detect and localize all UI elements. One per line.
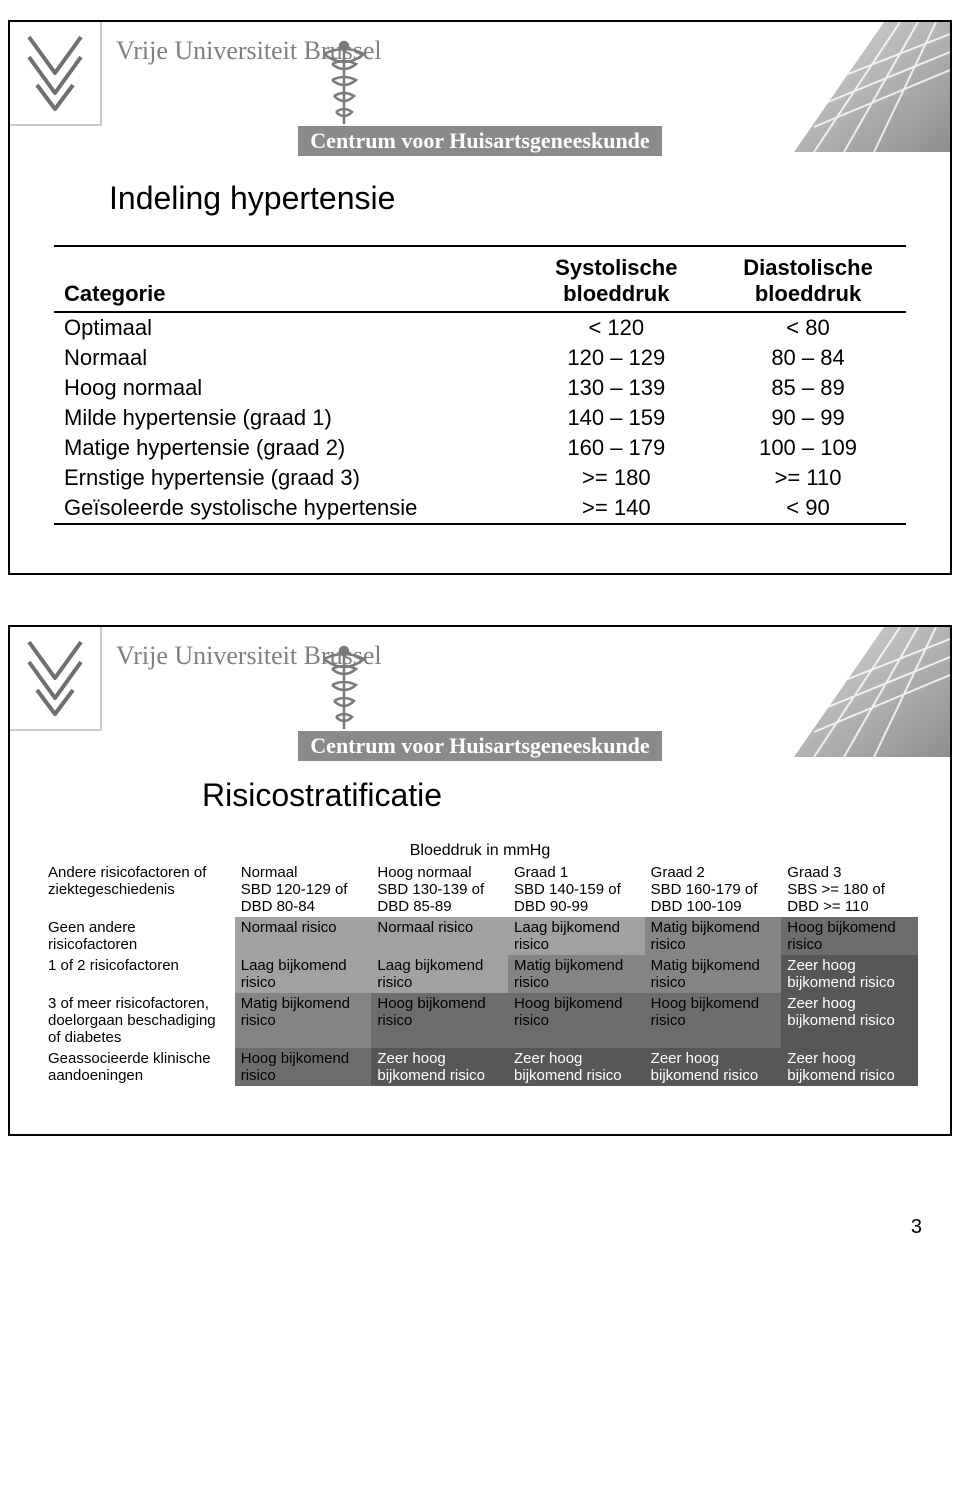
vub-logo-block xyxy=(10,627,102,731)
risk-cell: Zeer hoog bijkomend risico xyxy=(645,1048,782,1086)
slide-2-title: Risicostratificatie xyxy=(202,777,918,814)
bp-cell-category: Matige hypertensie (graad 2) xyxy=(54,433,523,463)
risk-cell: Zeer hoog bijkomend risico xyxy=(371,1048,508,1086)
bp-cell-diastolic: 100 – 109 xyxy=(710,433,906,463)
bp-classification-table: Categorie Systolische bloeddruk Diastoli… xyxy=(54,245,906,525)
bp-cell-systolic: 130 – 139 xyxy=(523,373,710,403)
bp-cell-category: Hoog normaal xyxy=(54,373,523,403)
risk-row-label: 1 of 2 risicofactoren xyxy=(42,955,235,993)
page-number: 3 xyxy=(8,1186,952,1251)
risk-col-header: NormaalSBD 120-129 of DBD 80-84 xyxy=(235,862,372,917)
vub-logo-icon xyxy=(23,31,87,115)
risk-cell: Matig bijkomend risico xyxy=(645,917,782,955)
risk-rowheader-label: Andere risicofactoren of ziektegeschiede… xyxy=(42,862,235,917)
bp-row: Ernstige hypertensie (graad 3)>= 180>= 1… xyxy=(54,463,906,493)
bp-cell-diastolic: 90 – 99 xyxy=(710,403,906,433)
risk-cell: Laag bijkomend risico xyxy=(508,917,645,955)
risk-row: Geassocieerde klinische aandoeningenHoog… xyxy=(42,1048,918,1086)
bp-row: Matige hypertensie (graad 2)160 – 179100… xyxy=(54,433,906,463)
slide-1: Vrije Universiteit Brussel xyxy=(8,20,952,575)
bp-row: Normaal120 – 12980 – 84 xyxy=(54,343,906,373)
department-bar: Centrum voor Huisartsgeneeskunde xyxy=(298,126,661,156)
slide-1-body: Indeling hypertensie Categorie Systolisc… xyxy=(10,152,950,573)
risk-cell: Normaal risico xyxy=(235,917,372,955)
department-bar: Centrum voor Huisartsgeneeskunde xyxy=(298,731,661,761)
risk-cell: Zeer hoog bijkomend risico xyxy=(781,993,918,1048)
slide-2-body: Risicostratificatie Bloeddruk in mmHg An… xyxy=(10,757,950,1134)
bp-cell-systolic: 160 – 179 xyxy=(523,433,710,463)
bp-col-diastolic: Diastolische bloeddruk xyxy=(710,251,906,312)
risk-cell: Laag bijkomend risico xyxy=(371,955,508,993)
caduceus-icon xyxy=(320,40,368,135)
bp-cell-systolic: >= 140 xyxy=(523,493,710,524)
bp-col-systolic: Systolische bloeddruk xyxy=(523,251,710,312)
risk-col-header: Hoog normaalSBD 130-139 of DBD 85-89 xyxy=(371,862,508,917)
bp-cell-diastolic: >= 110 xyxy=(710,463,906,493)
bp-cell-systolic: >= 180 xyxy=(523,463,710,493)
bp-cell-category: Ernstige hypertensie (graad 3) xyxy=(54,463,523,493)
bp-cell-diastolic: 80 – 84 xyxy=(710,343,906,373)
bp-row: Geïsoleerde systolische hypertensie>= 14… xyxy=(54,493,906,524)
risk-cell: Hoog bijkomend risico xyxy=(781,917,918,955)
risk-cell: Matig bijkomend risico xyxy=(235,993,372,1048)
caduceus-icon xyxy=(320,645,368,740)
vub-logo-icon xyxy=(23,636,87,720)
bp-cell-diastolic: 85 – 89 xyxy=(710,373,906,403)
bp-cell-diastolic: < 80 xyxy=(710,312,906,343)
bp-cell-category: Optimaal xyxy=(54,312,523,343)
risk-row: 1 of 2 risicofactorenLaag bijkomend risi… xyxy=(42,955,918,993)
risk-col-header: Graad 1SBD 140-159 of DBD 90-99 xyxy=(508,862,645,917)
risk-cell: Laag bijkomend risico xyxy=(235,955,372,993)
risk-row-label: 3 of meer risicofactoren, doelorgaan bes… xyxy=(42,993,235,1048)
bp-cell-category: Milde hypertensie (graad 1) xyxy=(54,403,523,433)
risk-cell: Zeer hoog bijkomend risico xyxy=(781,955,918,993)
bp-col-category: Categorie xyxy=(54,251,523,312)
risk-cell: Hoog bijkomend risico xyxy=(371,993,508,1048)
risk-row: 3 of meer risicofactoren, doelorgaan bes… xyxy=(42,993,918,1048)
risk-cell: Normaal risico xyxy=(371,917,508,955)
bp-cell-systolic: 140 – 159 xyxy=(523,403,710,433)
bp-cell-systolic: 120 – 129 xyxy=(523,343,710,373)
bp-row: Milde hypertensie (graad 1)140 – 15990 –… xyxy=(54,403,906,433)
slide-header: Vrije Universiteit Brussel xyxy=(10,627,950,757)
risk-row-label: Geassocieerde klinische aandoeningen xyxy=(42,1048,235,1086)
risk-cell: Matig bijkomend risico xyxy=(645,955,782,993)
risk-cell: Zeer hoog bijkomend risico xyxy=(781,1048,918,1086)
vub-logo-block xyxy=(10,22,102,126)
bp-cell-systolic: < 120 xyxy=(523,312,710,343)
risk-cell: Hoog bijkomend risico xyxy=(508,993,645,1048)
slide-2: Vrije Universiteit Brussel xyxy=(8,625,952,1136)
slide-1-title: Indeling hypertensie xyxy=(109,180,906,217)
bp-cell-category: Geïsoleerde systolische hypertensie xyxy=(54,493,523,524)
bp-row: Optimaal< 120< 80 xyxy=(54,312,906,343)
bp-row: Hoog normaal130 – 13985 – 89 xyxy=(54,373,906,403)
risk-row-label: Geen andere risicofactoren xyxy=(42,917,235,955)
risk-cell: Zeer hoog bijkomend risico xyxy=(508,1048,645,1086)
risk-col-header: Graad 2SBD 160-179 of DBD 100-109 xyxy=(645,862,782,917)
bp-cell-category: Normaal xyxy=(54,343,523,373)
risk-row: Geen andere risicofactorenNormaal risico… xyxy=(42,917,918,955)
slide-header: Vrije Universiteit Brussel xyxy=(10,22,950,152)
risk-caption: Bloeddruk in mmHg xyxy=(42,842,918,860)
risk-cell: Matig bijkomend risico xyxy=(508,955,645,993)
risk-cell: Hoog bijkomend risico xyxy=(235,1048,372,1086)
bp-table-body: Optimaal< 120< 80Normaal120 – 12980 – 84… xyxy=(54,312,906,524)
risk-cell: Hoog bijkomend risico xyxy=(645,993,782,1048)
risk-col-header: Graad 3SBS >= 180 of DBD >= 110 xyxy=(781,862,918,917)
bp-cell-diastolic: < 90 xyxy=(710,493,906,524)
risk-stratification-table: Andere risicofactoren of ziektegeschiede… xyxy=(42,862,918,1086)
